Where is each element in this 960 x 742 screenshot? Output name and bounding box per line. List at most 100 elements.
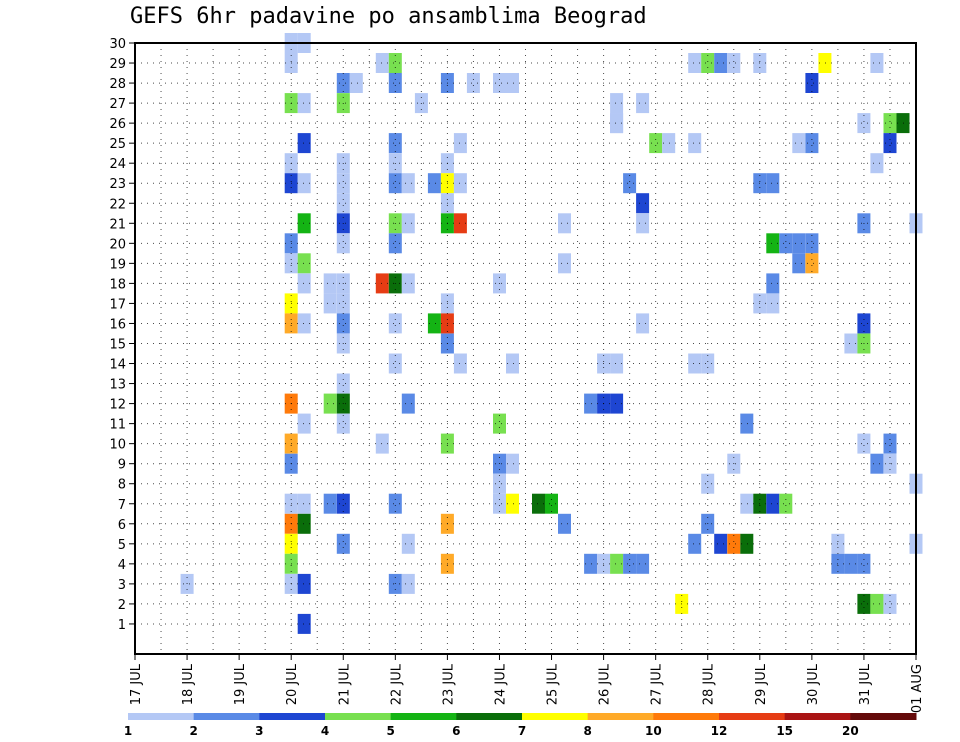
y-tick-label: 25 [109,137,126,152]
colorbar-label: 5 [386,724,394,738]
heatmap-cell [388,233,402,254]
heatmap-cell [506,493,519,514]
heatmap-cell [662,133,676,154]
heatmap-cell [493,473,506,494]
heatmap-cell [883,433,897,454]
x-tick-label: 24 JUL [493,663,508,705]
heatmap-cell [336,413,350,434]
x-tick-label: 20 JUL [285,663,300,705]
colorbar-label: 2 [189,724,197,738]
heatmap-cell [297,213,311,234]
x-tick-label: 25 JUL [546,663,561,705]
y-tick-label: 18 [109,277,126,292]
y-tick-label: 7 [118,498,126,513]
heatmap-cell [297,253,311,274]
heatmap-cell [636,213,650,234]
heatmap-cell [453,213,467,234]
heatmap-cell [297,173,311,194]
y-tick-label: 28 [109,77,126,92]
y-tick-label: 19 [109,257,126,272]
heatmap-cell [844,333,858,354]
x-tick-label: 28 JUL [702,663,717,705]
heatmap-cell [336,193,350,214]
colorbar-label: 4 [321,724,329,738]
heatmap-cell [427,313,441,334]
heatmap-cell [610,393,624,414]
heatmap-cell [779,493,793,514]
heatmap-cell [766,493,780,514]
heatmap-cell [297,133,311,154]
heatmap-cell [297,513,311,534]
heatmap-cell [870,593,884,614]
heatmap-cell [740,493,754,514]
y-tick-label: 30 [109,37,126,52]
y-tick-label: 9 [118,458,126,473]
y-tick-label: 6 [118,518,126,533]
colorbar-segment [587,713,654,720]
y-tick-label: 24 [109,157,126,172]
heatmap-cell [610,113,624,134]
colorbar-segment [128,713,195,720]
heatmap-cell [766,273,780,294]
colorbar-label: 8 [583,724,591,738]
heatmap-cell [453,173,467,194]
colorbar-segment [193,713,260,720]
heatmap-cell [297,613,311,634]
heatmap-cell [857,113,871,134]
heatmap-cell [401,533,415,554]
heatmap-cell [623,173,637,194]
heatmap-cell [323,393,337,414]
heatmap-cell [805,73,819,93]
heatmap-cell [636,313,650,334]
heatmap-cell [401,273,415,294]
heatmap-cell [714,53,728,73]
heatmap-cell [857,433,871,454]
heatmap-cell [870,53,884,73]
y-tick-label: 22 [109,197,126,212]
heatmap-cell [844,553,858,574]
heatmap-cell [584,553,598,574]
heatmap-cell [532,493,545,514]
x-tick-label: 27 JUL [650,663,665,705]
heatmap-cell [584,393,598,414]
heatmap-cell [610,93,624,114]
heatmap-cell [688,533,702,554]
plot-frame [134,42,917,655]
heatmap-cell [427,173,441,194]
y-tick-label: 2 [118,598,126,613]
heatmap-cell [388,73,402,93]
heatmap-cell [506,73,519,93]
heatmap-cell [297,273,311,294]
heatmap-cell [558,253,571,274]
heatmap-cell [297,313,311,334]
y-tick-label: 15 [109,337,126,352]
colorbar-label: 20 [842,724,859,738]
heatmap-cell [792,233,806,254]
heatmap-cell [297,413,311,434]
y-tick-label: 4 [118,558,126,573]
heatmap-cell [336,173,350,194]
heatmap-cell [857,313,871,334]
colorbar-segment [784,713,851,720]
x-tick-label: 31 JUL [858,663,873,705]
heatmap-cell [336,493,350,514]
colorbar-label: 1 [124,724,132,738]
y-tick-label: 11 [109,418,126,433]
colorbar-segment [325,713,392,720]
y-tick-label: 12 [109,398,126,413]
heatmap-cell [388,313,402,334]
y-tick-label: 17 [109,297,126,312]
colorbar-segment [719,713,786,720]
heatmap-cell [466,73,480,93]
heatmap-cell [779,233,793,254]
colorbar-label: 7 [518,724,526,738]
heatmap-cell [610,553,624,574]
colorbar-label: 12 [711,724,728,738]
colorbar-segment [259,713,326,720]
chart-title: GEFS 6hr padavine po ansamblima Beograd [130,4,647,29]
x-tick-label: 17 JUL [129,663,144,705]
heatmap-cell [388,53,402,73]
y-tick-label: 27 [109,97,126,112]
y-tick-label: 10 [109,438,126,453]
heatmap-cell [297,573,311,594]
